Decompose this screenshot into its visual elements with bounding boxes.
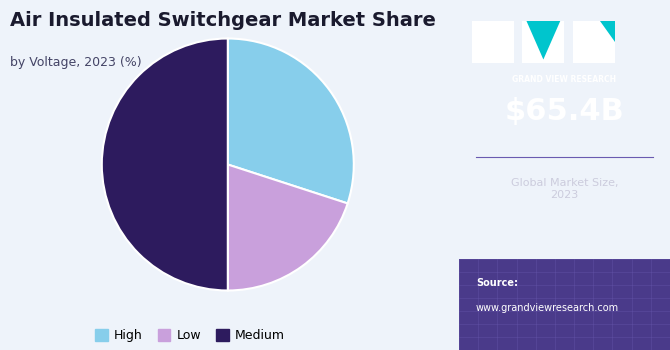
FancyBboxPatch shape [573,21,615,63]
Legend: High, Low, Medium: High, Low, Medium [90,324,290,347]
Text: Source:: Source: [476,279,518,288]
Text: $65.4B: $65.4B [505,98,624,126]
Polygon shape [600,21,615,42]
Wedge shape [102,38,228,290]
Wedge shape [228,38,354,203]
Polygon shape [527,21,560,60]
Text: by Voltage, 2023 (%): by Voltage, 2023 (%) [10,56,141,69]
Wedge shape [228,164,348,290]
Text: Air Insulated Switchgear Market Share: Air Insulated Switchgear Market Share [10,10,436,29]
FancyBboxPatch shape [472,21,514,63]
FancyBboxPatch shape [523,21,564,63]
Text: Global Market Size,
2023: Global Market Size, 2023 [511,178,618,200]
Text: GRAND VIEW RESEARCH: GRAND VIEW RESEARCH [513,75,616,84]
Text: www.grandviewresearch.com: www.grandviewresearch.com [476,303,619,313]
FancyBboxPatch shape [459,259,670,350]
